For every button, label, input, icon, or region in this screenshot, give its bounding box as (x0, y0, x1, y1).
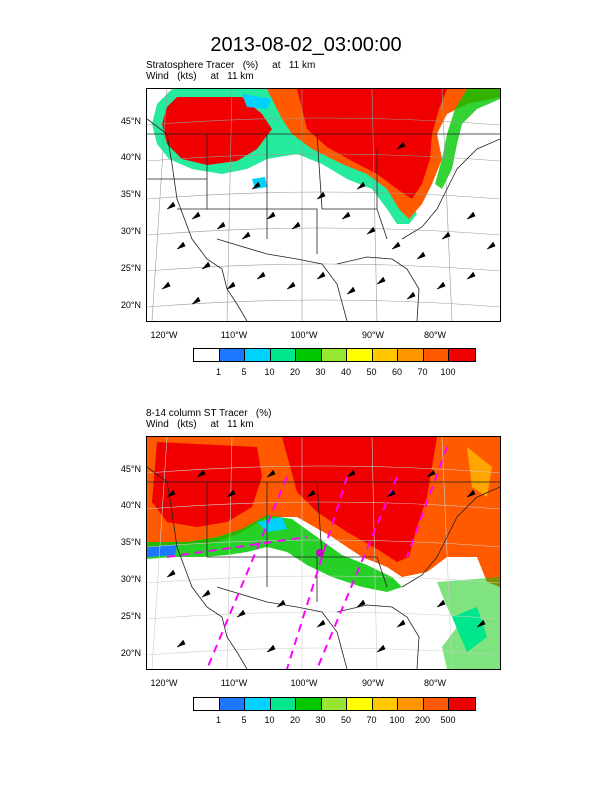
panel1-subtitle-tracer: Stratosphere Tracer (%) at 11 km (146, 60, 316, 71)
lat-label-30: 30°N (120, 574, 141, 584)
colorbar-tick-label: 20 (289, 715, 300, 725)
lon-label-110: 110°W (220, 330, 248, 340)
st-tracer-green-patch-se (452, 607, 487, 652)
graticule (147, 89, 500, 321)
cbar1-swatch (347, 349, 373, 361)
lat-label-20: 20°N (120, 300, 141, 310)
colorbar-tick-label: 30 (315, 367, 326, 377)
colorbar-tick-label: 10 (264, 367, 275, 377)
colorbar-tick-label: 40 (340, 367, 351, 377)
st-tracer-blue-west (147, 545, 177, 557)
st-tracer-cyan-center (257, 517, 287, 532)
magenta-dashed-lines (166, 446, 448, 669)
tracer-core-west (162, 97, 272, 165)
colorbar-tick-label: 70 (417, 367, 428, 377)
lon-label-80: 80°W (423, 678, 447, 688)
cbar2-swatch (449, 698, 475, 710)
panel1-subtitle-wind: Wind (kts) at 11 km (146, 71, 254, 82)
cbar2-swatch (423, 698, 449, 710)
st-tracer-green-band (147, 515, 402, 592)
lat-label-30: 30°N (120, 226, 141, 236)
cbar1-swatch (219, 349, 245, 361)
lat-label-40: 40°N (120, 500, 141, 510)
lat-label-35: 35°N (120, 537, 141, 547)
colorbar-tick-label: 100 (440, 367, 456, 377)
colorbar-tick-label: 50 (366, 367, 377, 377)
colorbar-2 (193, 697, 476, 711)
colorbar-tick-label: 1 (215, 715, 221, 725)
cbar1-swatch (245, 349, 271, 361)
lat-label-45: 45°N (120, 116, 141, 126)
cbar2-swatch (398, 698, 424, 710)
coastline-and-borders (147, 118, 500, 321)
colorbar-tick-label: 50 (340, 715, 351, 725)
cbar1-swatch (296, 349, 322, 361)
wind-barbs-1 (161, 141, 496, 305)
lon-label-100: 100°W (290, 678, 318, 688)
cbar1-swatch (449, 349, 475, 361)
cbar2-swatch (219, 698, 245, 710)
cbar2-swatch (372, 698, 398, 710)
st-tracer-red-east (282, 437, 437, 562)
colorbar-tick-label: 60 (391, 367, 402, 377)
magenta-dot (316, 549, 324, 557)
cbar1-swatch (423, 349, 449, 361)
lat-label-45: 45°N (120, 464, 141, 474)
colorbar-tick-label: 5 (241, 367, 247, 377)
map-panel-1 (146, 88, 501, 322)
lon-label-120: 120°W (150, 678, 178, 688)
colorbar-tick-label: 100 (389, 715, 405, 725)
cbar2-swatch (194, 698, 220, 710)
colorbar-1 (193, 348, 476, 362)
tracer-cyan-patch (242, 94, 272, 109)
lon-label-90: 90°W (361, 678, 385, 688)
cbar2-swatch (321, 698, 347, 710)
cbar2-swatch (347, 698, 373, 710)
colorbar-tick-label: 200 (414, 715, 431, 725)
figure-title: 2013-08-02_03:00:00 (210, 34, 402, 56)
cbar2-swatch (270, 698, 296, 710)
lat-label-40: 40°N (120, 152, 141, 162)
colorbar-tick-label: 500 (440, 715, 456, 725)
tracer-core-east (297, 89, 447, 199)
lon-label-110: 110°W (220, 678, 248, 688)
colorbar-tick-label: 5 (241, 715, 247, 725)
lon-label-80: 80°W (423, 330, 447, 340)
lon-label-100: 100°W (290, 330, 318, 340)
wind-barbs-2 (166, 469, 486, 653)
colorbar-tick-label: 20 (289, 367, 300, 377)
colorbar-tick-label: 30 (315, 715, 326, 725)
lat-label-20: 20°N (120, 648, 141, 658)
map-panel-2-svg (147, 437, 500, 669)
colorbar-tick-label: 10 (264, 715, 275, 725)
lat-label-25: 25°N (120, 611, 141, 621)
cbar1-swatch (270, 349, 296, 361)
lat-label-25: 25°N (120, 263, 141, 273)
st-tracer-yellow-ne (467, 447, 492, 497)
graticule-2 (147, 437, 500, 669)
cbar1-swatch (321, 349, 347, 361)
panel2-subtitle-tracer: 8-14 column ST Tracer (%) (146, 408, 272, 419)
cbar1-swatch (398, 349, 424, 361)
map-panel-1-svg (147, 89, 500, 321)
cbar2-swatch (245, 698, 271, 710)
lon-label-120: 120°W (150, 330, 178, 340)
cbar1-swatch (372, 349, 398, 361)
lat-label-35: 35°N (120, 189, 141, 199)
panel2-subtitle-wind: Wind (kts) at 11 km (146, 419, 254, 430)
colorbar-tick-label: 1 (215, 367, 221, 377)
cbar1-swatch (194, 349, 220, 361)
tracer-green-east-edge (435, 89, 500, 189)
lon-label-90: 90°W (361, 330, 385, 340)
colorbar-tick-label: 70 (366, 715, 377, 725)
coastline-and-borders-2 (147, 466, 500, 669)
cbar2-swatch (296, 698, 322, 710)
map-panel-2 (146, 436, 501, 670)
